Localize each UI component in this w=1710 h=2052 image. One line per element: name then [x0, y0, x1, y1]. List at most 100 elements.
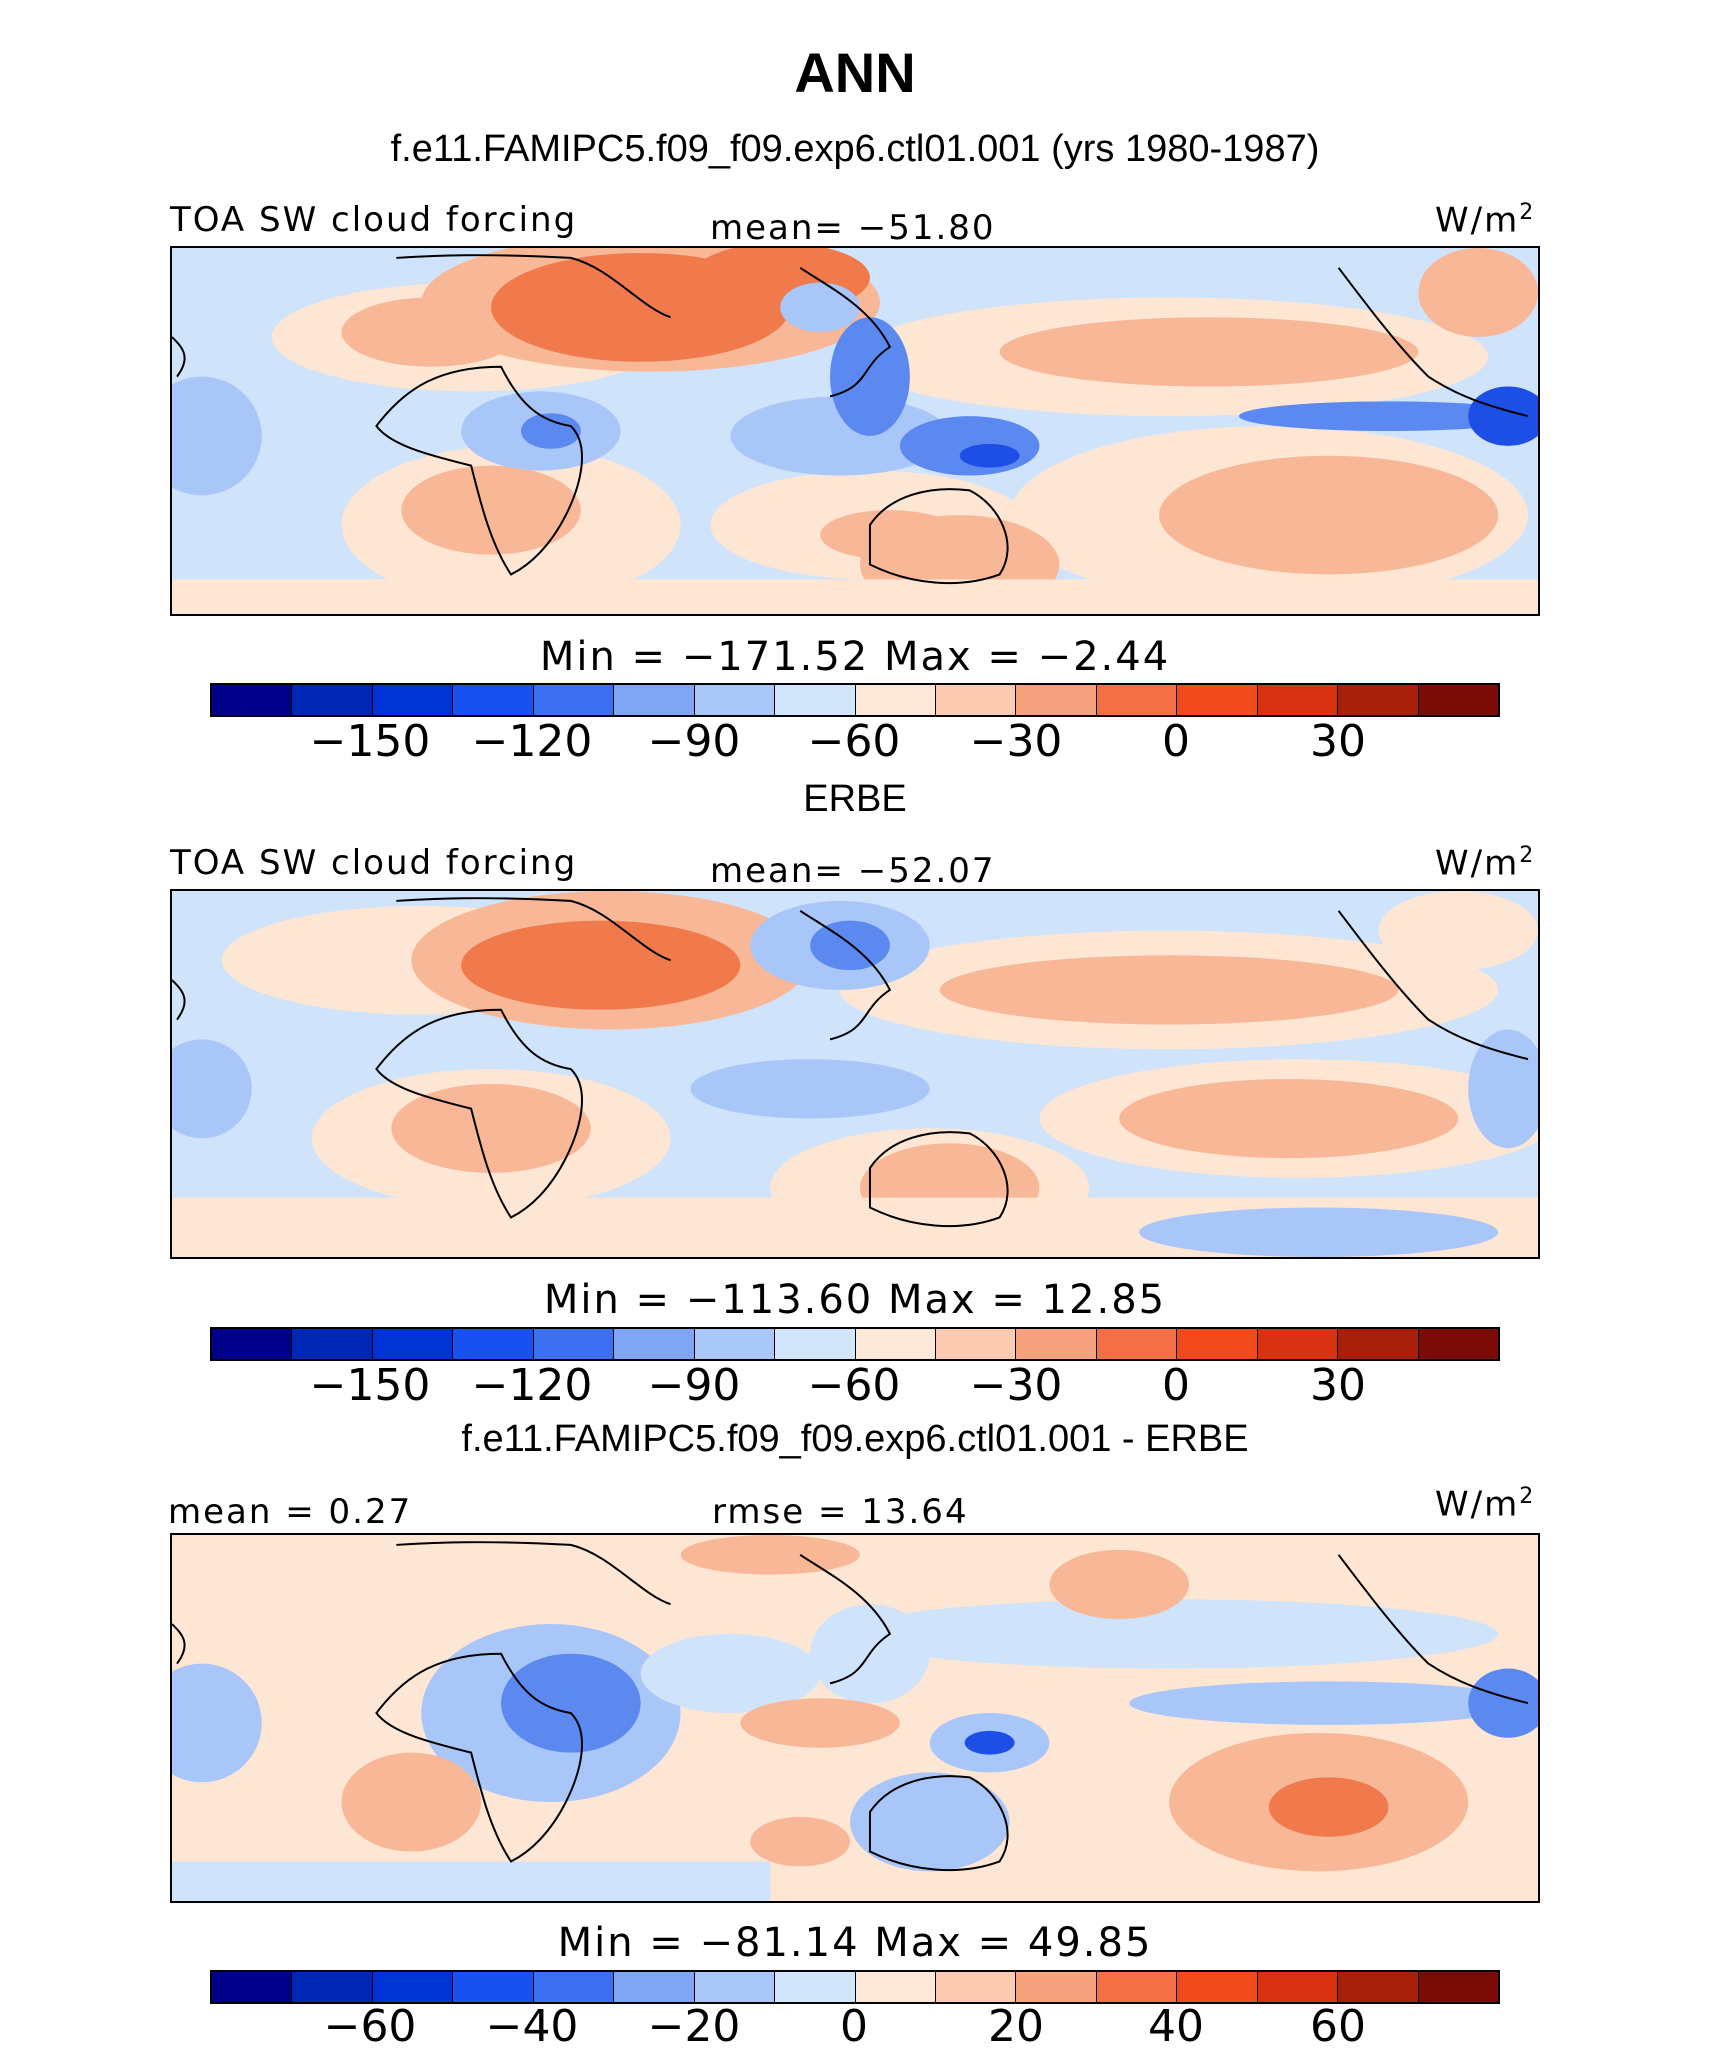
colorbar-tick: −120	[471, 1360, 593, 1411]
colorbar-swatch	[1338, 1972, 1419, 2002]
colorbar-swatch	[372, 685, 454, 715]
colorbar-swatch	[694, 1972, 776, 2002]
panel3-map-difference	[170, 1533, 1540, 1903]
panel2-min-max: Min = −113.60 Max = 12.85	[543, 1277, 1167, 1323]
colorbar-tick: −120	[471, 716, 593, 767]
colorbar-swatch	[292, 685, 373, 715]
colorbar-tick: −20	[647, 2001, 741, 2052]
colorbar-swatch	[1418, 1329, 1498, 1359]
colorbar-tick: 30	[1310, 716, 1366, 767]
panel3-units: W/m2	[1435, 1484, 1536, 1525]
colorbar-swatch	[453, 1972, 534, 2002]
panel1-min-max: Min = −171.52 Max = −2.44	[539, 634, 1171, 680]
panel3-positive-regions	[341, 1535, 1469, 1872]
colorbar-tick: −30	[969, 716, 1063, 767]
panel2-coastlines	[172, 897, 1529, 1228]
colorbar-swatch	[1338, 1329, 1419, 1359]
colorbar-swatch	[694, 685, 776, 715]
colorbar-swatch	[292, 1329, 373, 1359]
colorbar-tick: 30	[1310, 1360, 1366, 1411]
colorbar-swatch	[855, 1972, 936, 2002]
panel2-colorbar-ticks: −150 −120 −90 −60 −30 0 30	[210, 1360, 1500, 1411]
colorbar-swatch	[533, 1329, 615, 1359]
panel3-mean-label: mean = 0.27	[168, 1492, 413, 1532]
colorbar-swatch	[1096, 685, 1178, 715]
colorbar-swatch	[614, 1329, 695, 1359]
colorbar-swatch	[1418, 685, 1498, 715]
colorbar-swatch	[1177, 1972, 1258, 2002]
colorbar-swatch	[1177, 1329, 1258, 1359]
panel2-variable-label: TOA SW cloud forcing	[170, 843, 578, 883]
panel2-colorbar	[210, 1327, 1500, 1361]
colorbar-swatch	[372, 1329, 454, 1359]
colorbar-swatch	[775, 1972, 856, 2002]
colorbar-tick: −30	[969, 1360, 1063, 1411]
colorbar-swatch	[614, 685, 695, 715]
colorbar-swatch	[1257, 1329, 1339, 1359]
colorbar-tick: 0	[1162, 1360, 1190, 1411]
colorbar-swatch	[1016, 685, 1097, 715]
colorbar-swatch	[212, 1972, 293, 2002]
colorbar-swatch	[694, 1329, 776, 1359]
colorbar-swatch	[855, 685, 936, 715]
panel3-colorbar-ticks: −60 −40 −20 0 20 40 60	[210, 2001, 1500, 2052]
panel2-section-title: ERBE	[803, 778, 907, 820]
colorbar-swatch	[1177, 685, 1258, 715]
colorbar-swatch	[1418, 1972, 1498, 2002]
colorbar-tick: 20	[988, 2001, 1044, 2052]
panel2-units: W/m2	[1435, 843, 1536, 884]
colorbar-tick: −60	[807, 716, 901, 767]
colorbar-swatch	[1257, 1972, 1339, 2002]
colorbar-swatch	[212, 685, 293, 715]
colorbar-swatch	[533, 1972, 615, 2002]
colorbar-swatch	[614, 1972, 695, 2002]
colorbar-swatch	[292, 1972, 373, 2002]
colorbar-swatch	[212, 1329, 293, 1359]
colorbar-swatch	[935, 685, 1017, 715]
colorbar-tick: −60	[323, 2001, 417, 2052]
panel1-variable-label: TOA SW cloud forcing	[170, 200, 578, 240]
panel1-units: W/m2	[1435, 200, 1536, 241]
panel2-negative-regions	[172, 900, 1538, 1257]
figure-title: ANN	[794, 41, 916, 104]
colorbar-tick: −90	[647, 1360, 741, 1411]
colorbar-swatch	[533, 685, 615, 715]
panel3-rmse-label: rmse = 13.64	[712, 1492, 969, 1532]
panel1-colorbar-ticks: −150 −120 −90 −60 −30 0 30	[210, 716, 1500, 767]
panel2-positive-regions	[172, 891, 1538, 1257]
panel3-colorbar	[210, 1970, 1500, 2004]
colorbar-swatch	[1096, 1972, 1178, 2002]
colorbar-tick: −60	[807, 1360, 901, 1411]
figure-subtitle: f.e11.FAMIPC5.f09_f09.exp6.ctl01.001 (yr…	[390, 128, 1320, 170]
colorbar-swatch	[775, 1329, 856, 1359]
colorbar-swatch	[935, 1972, 1017, 2002]
colorbar-swatch	[453, 685, 534, 715]
panel3-min-max: Min = −81.14 Max = 49.85	[557, 1920, 1153, 1966]
panel3-negative-regions	[172, 1599, 1538, 1901]
colorbar-tick: 40	[1148, 2001, 1204, 2052]
panel3-coastlines	[172, 1541, 1529, 1872]
panel1-coastlines	[172, 254, 1529, 585]
colorbar-swatch	[1338, 685, 1419, 715]
colorbar-swatch	[1016, 1972, 1097, 2002]
colorbar-swatch	[1096, 1329, 1178, 1359]
panel3-section-title: f.e11.FAMIPC5.f09_f09.exp6.ctl01.001 - E…	[461, 1418, 1249, 1460]
colorbar-swatch	[935, 1329, 1017, 1359]
colorbar-tick: −90	[647, 716, 741, 767]
colorbar-swatch	[775, 685, 856, 715]
panel1-map-model	[170, 246, 1540, 616]
panel2-mean-label: mean= −52.07	[710, 851, 996, 891]
colorbar-tick: −150	[309, 716, 431, 767]
colorbar-swatch	[855, 1329, 936, 1359]
colorbar-tick: −40	[485, 2001, 579, 2052]
panel2-map-observations	[170, 889, 1540, 1259]
panel1-mean-label: mean= −51.80	[710, 208, 996, 248]
panel1-negative-regions	[172, 282, 1538, 496]
colorbar-tick: 0	[840, 2001, 868, 2052]
colorbar-tick: 60	[1310, 2001, 1366, 2052]
colorbar-tick: 0	[1162, 716, 1190, 767]
panel1-colorbar	[210, 683, 1500, 717]
colorbar-swatch	[453, 1329, 534, 1359]
colorbar-swatch	[1016, 1329, 1097, 1359]
colorbar-tick: −150	[309, 1360, 431, 1411]
